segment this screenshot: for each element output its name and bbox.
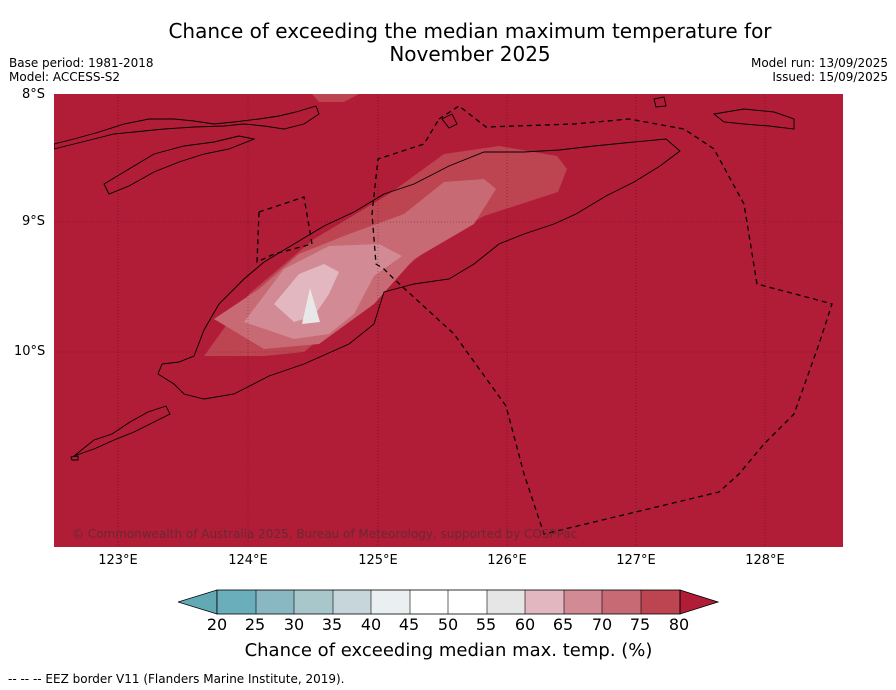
contour-band-55 bbox=[302, 288, 320, 324]
lat-label-10s: 10°S bbox=[14, 344, 46, 359]
eez-border-enclave bbox=[256, 196, 313, 264]
colorbar-segment-70-75 bbox=[602, 590, 641, 614]
chart-title: Chance of exceeding the median maximum t… bbox=[120, 20, 820, 66]
timor-coastline bbox=[157, 138, 681, 400]
colorbar-segment-60-65 bbox=[525, 590, 564, 614]
lon-label-128e: 128°E bbox=[745, 553, 785, 568]
colorbar-tick-55: 55 bbox=[475, 615, 497, 634]
contour-band-60 bbox=[274, 264, 339, 322]
colorbar-arrow-high bbox=[679, 589, 719, 615]
flores-coastline bbox=[53, 105, 320, 150]
colorbar-segment-40-45 bbox=[371, 590, 410, 614]
colorbar-tick-50: 50 bbox=[437, 615, 459, 634]
small-island-west bbox=[70, 455, 79, 461]
contour-band-75-north bbox=[312, 94, 359, 102]
colorbar-segment-30-35 bbox=[294, 590, 333, 614]
lat-label-8s: 8°S bbox=[22, 87, 46, 102]
colorbar-tick-80: 80 bbox=[668, 615, 690, 634]
atauro-island bbox=[441, 113, 458, 129]
coastlines bbox=[53, 96, 795, 461]
lon-label-123e: 123°E bbox=[98, 553, 138, 568]
colorbar-segment-25-30 bbox=[256, 590, 294, 614]
probability-map bbox=[53, 94, 843, 547]
lon-label-127e: 127°E bbox=[616, 553, 656, 568]
base-period-text: Base period: 1981-2018 bbox=[9, 56, 154, 70]
colorbar-arrow-low bbox=[178, 589, 218, 615]
colorbar-segment-35-40 bbox=[333, 590, 371, 614]
colorbar-tick-75: 75 bbox=[629, 615, 651, 634]
model-text: Model: ACCESS-S2 bbox=[9, 70, 121, 84]
wetar-island bbox=[712, 108, 795, 130]
colorbar-tick-30: 30 bbox=[283, 615, 305, 634]
colorbar-tick-35: 35 bbox=[321, 615, 343, 634]
lon-label-124e: 124°E bbox=[228, 553, 268, 568]
colorbar-frame bbox=[216, 589, 681, 615]
colorbar-dividers bbox=[255, 590, 642, 614]
eez-footnote: -- -- -- EEZ border V11 (Flanders Marine… bbox=[8, 672, 345, 686]
colorbar-tick-45: 45 bbox=[398, 615, 420, 634]
colorbar-segment-55-60 bbox=[487, 590, 525, 614]
alor-island bbox=[103, 135, 256, 195]
issued-text: Issued: 15/09/2025 bbox=[772, 70, 888, 84]
colorbar-tick-60: 60 bbox=[514, 615, 536, 634]
lon-label-126e: 126°E bbox=[487, 553, 527, 568]
colorbar-tick-20: 20 bbox=[206, 615, 228, 634]
map-canvas bbox=[53, 94, 843, 547]
colorbar-segment-75-80 bbox=[641, 590, 680, 614]
small-island-north bbox=[653, 96, 667, 108]
rote-island bbox=[73, 405, 171, 457]
colorbar-tick-65: 65 bbox=[552, 615, 574, 634]
model-run-text: Model run: 13/09/2025 bbox=[750, 56, 888, 70]
colorbar-label: Chance of exceeding median max. temp. (%… bbox=[244, 640, 653, 661]
meta-left: Base period: 1981-2018 Model: ACCESS-S2 bbox=[9, 56, 154, 84]
lon-label-125e: 125°E bbox=[358, 553, 398, 568]
colorbar-tick-40: 40 bbox=[360, 615, 382, 634]
colorbar-segment-65-70 bbox=[564, 590, 602, 614]
lat-label-9s: 9°S bbox=[22, 214, 46, 229]
copyright-notice: © Commonwealth of Australia 2025, Bureau… bbox=[72, 527, 578, 541]
eez-border bbox=[256, 105, 833, 535]
colorbar-segment-45-50 bbox=[410, 590, 448, 614]
title-line-2: November 2025 bbox=[389, 42, 551, 66]
colorbar-tick-70: 70 bbox=[591, 615, 613, 634]
meta-right: Model run: 13/09/2025 Issued: 15/09/2025 bbox=[751, 56, 888, 84]
colorbar-segment-20-25 bbox=[217, 590, 256, 614]
colorbar-segment-50-55 bbox=[448, 590, 487, 614]
title-line-1: Chance of exceeding the median maximum t… bbox=[168, 19, 772, 43]
colorbar bbox=[178, 589, 719, 615]
graticule bbox=[54, 94, 843, 547]
eez-border-outer bbox=[371, 105, 833, 535]
colorbar-tick-25: 25 bbox=[244, 615, 266, 634]
